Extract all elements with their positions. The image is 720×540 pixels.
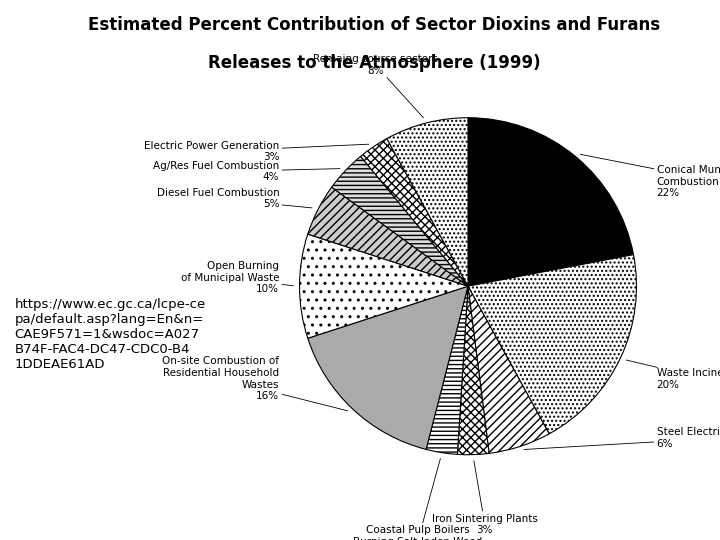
- Text: Electric Power Generation
3%: Electric Power Generation 3%: [144, 140, 369, 162]
- Wedge shape: [387, 118, 468, 286]
- Text: Iron Sintering Plants
3%: Iron Sintering Plants 3%: [432, 461, 538, 535]
- Wedge shape: [300, 234, 468, 338]
- Wedge shape: [361, 139, 468, 286]
- Wedge shape: [468, 118, 634, 286]
- Text: Remaing source sectors
8%: Remaing source sectors 8%: [312, 54, 438, 118]
- Text: Conical Municipal Waste
Combustion
22%: Conical Municipal Waste Combustion 22%: [580, 154, 720, 198]
- Text: Steel Electric Arc Furnaces
6%: Steel Electric Arc Furnaces 6%: [524, 427, 720, 449]
- Text: Ag/Res Fuel Combustion
4%: Ag/Res Fuel Combustion 4%: [153, 161, 340, 183]
- Wedge shape: [457, 286, 489, 455]
- Text: Open Burning
of Municipal Waste
10%: Open Burning of Municipal Waste 10%: [181, 261, 293, 294]
- Text: Releases to the Atmosphere (1999): Releases to the Atmosphere (1999): [208, 54, 541, 72]
- Wedge shape: [468, 286, 549, 454]
- Wedge shape: [307, 187, 468, 286]
- Text: Waste Incineration
20%: Waste Incineration 20%: [626, 360, 720, 390]
- Wedge shape: [468, 255, 636, 434]
- Text: https://www.ec.gc.ca/lcpe-ce
pa/default.asp?lang=En&n=
CAE9F571=1&wsdoc=A027
B74: https://www.ec.gc.ca/lcpe-ce pa/default.…: [14, 298, 206, 372]
- Wedge shape: [332, 157, 468, 286]
- Wedge shape: [426, 286, 468, 454]
- Text: Estimated Percent Contribution of Sector Dioxins and Furans: Estimated Percent Contribution of Sector…: [89, 16, 660, 34]
- Text: On-site Combustion of
Residential Household
Wastes
16%: On-site Combustion of Residential Househ…: [162, 356, 348, 411]
- Text: Coastal Pulp Boilers
Burning Salt-laden Wood
3%: Coastal Pulp Boilers Burning Salt-laden …: [353, 458, 482, 540]
- Text: Diesel Fuel Combustion
5%: Diesel Fuel Combustion 5%: [156, 188, 312, 210]
- Wedge shape: [307, 286, 468, 449]
